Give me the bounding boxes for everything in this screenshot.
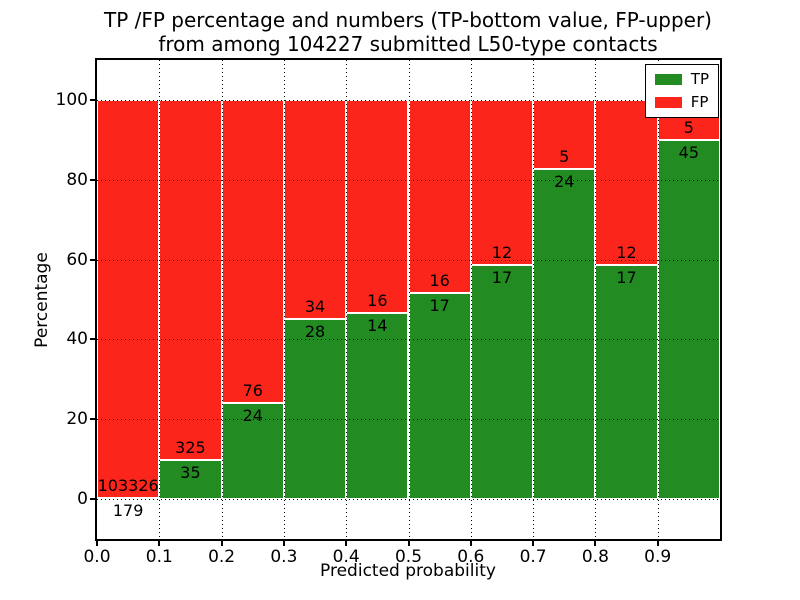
x-tick-label-2: 0.2	[208, 547, 236, 567]
bar-tp-1	[159, 460, 222, 500]
bar-count-fp-4: 16	[367, 290, 388, 310]
chart-title-line2: from among 104227 submitted L50-type con…	[158, 32, 658, 56]
bar-count-tp-7: 24	[554, 171, 575, 191]
gridline-x-8	[595, 60, 597, 539]
bar-count-fp-8: 12	[616, 243, 637, 263]
x-tick-label-9: 0.9	[644, 547, 672, 567]
bar-count-fp-1: 325	[175, 438, 206, 458]
bar-count-fp-7: 5	[559, 146, 570, 166]
bar-fp-0	[97, 99, 160, 499]
x-tick-6	[469, 541, 472, 546]
x-tick-label-8: 0.8	[581, 547, 609, 567]
gridline-x-5	[408, 60, 410, 539]
bar-count-tp-9: 45	[678, 142, 700, 162]
y-tick-label-4: 80	[66, 169, 88, 190]
y-tick-1	[90, 418, 95, 421]
legend-item-fp: FP	[654, 93, 709, 111]
y-tick-4	[90, 178, 95, 181]
x-axis-label: Predicted probability	[320, 561, 496, 581]
x-tick-label-7: 0.7	[519, 547, 547, 567]
bar-fp-2	[221, 99, 284, 404]
x-tick-4	[345, 541, 348, 546]
bar-count-tp-3: 28	[304, 321, 326, 341]
x-tick-label-0: 0.0	[83, 547, 111, 567]
bar-count-tp-0: 179	[112, 501, 144, 521]
legend-item-tp: TP	[654, 70, 709, 88]
bar-tp-7	[533, 168, 596, 500]
bar-tp-4	[346, 312, 409, 500]
legend-swatch-tp-icon	[654, 74, 682, 85]
bar-count-fp-3: 34	[304, 296, 326, 316]
x-tick-label-4: 0.4	[332, 547, 360, 567]
legend-label-fp: FP	[690, 93, 709, 111]
y-tick-0	[90, 498, 95, 501]
gridline-x-9	[657, 60, 659, 539]
x-tick-label-1: 0.1	[145, 547, 173, 567]
x-tick-1	[158, 541, 161, 546]
bar-count-fp-2: 76	[242, 381, 263, 401]
gridline-x-7	[533, 60, 535, 539]
y-tick-3	[90, 258, 95, 261]
y-tick-label-1: 20	[66, 409, 88, 430]
x-tick-0	[96, 541, 98, 546]
y-tick-5	[90, 98, 95, 101]
bar-tp-9	[657, 139, 720, 500]
bar-count-tp-2: 24	[242, 406, 263, 426]
bar-count-tp-6: 17	[491, 268, 513, 288]
bar-count-fp-6: 12	[491, 243, 513, 263]
bar-count-fp-0: 103326	[97, 476, 159, 496]
bar-fp-6	[470, 99, 534, 266]
bar-count-fp-9: 5	[683, 117, 694, 137]
plot-area: 103326 179 325 35 76 24 34 28 16 14 16 17 12 17 5 24 12 1…	[95, 58, 722, 541]
gridline-x-2	[221, 60, 223, 539]
x-tick-label-3: 0.3	[270, 547, 298, 567]
bar-count-tp-5: 17	[429, 296, 450, 316]
legend-swatch-fp-icon	[654, 97, 682, 108]
chart-title-line1: TP /FP percentage and numbers (TP-bottom…	[104, 8, 712, 32]
x-tick-label-5: 0.5	[394, 547, 423, 567]
x-tick-label-6: 0.6	[457, 547, 485, 567]
y-tick-label-0: 0	[77, 489, 88, 510]
bar-tp-3	[283, 318, 347, 500]
legend: TP FP	[644, 64, 719, 118]
bar-count-tp-4: 14	[367, 315, 388, 335]
x-tick-3	[282, 541, 285, 546]
y-tick-label-2: 40	[66, 329, 88, 350]
y-tick-2	[90, 338, 95, 341]
bar-count-tp-8: 17	[616, 268, 637, 288]
bar-tp-6	[470, 265, 534, 500]
x-tick-8	[594, 541, 597, 546]
y-tick-label-5: 100	[55, 89, 88, 110]
bar-count-fp-5: 16	[429, 271, 450, 291]
bar-fp-8	[595, 99, 658, 266]
gridline-x-1	[159, 60, 161, 539]
gridline-x-4	[346, 60, 348, 539]
x-tick-7	[532, 541, 535, 546]
bar-tp-5	[408, 293, 471, 500]
bar-fp-1	[159, 99, 222, 461]
gridline-x-6	[470, 60, 472, 539]
chart-title: TP /FP percentage and numbers (TP-bottom…	[8, 8, 800, 56]
bar-count-tp-1: 35	[180, 463, 201, 483]
bar-fp-4	[346, 99, 409, 313]
bar-fp-3	[283, 99, 347, 319]
bar-tp-8	[595, 265, 658, 500]
x-tick-2	[220, 541, 223, 546]
x-tick-9	[656, 541, 659, 546]
gridline-x-3	[283, 60, 285, 539]
bar-fp-5	[408, 99, 471, 294]
y-tick-label-3: 60	[66, 249, 88, 270]
y-axis-label: Percentage	[32, 252, 52, 348]
x-tick-5	[407, 541, 410, 546]
legend-label-tp: TP	[690, 70, 709, 88]
